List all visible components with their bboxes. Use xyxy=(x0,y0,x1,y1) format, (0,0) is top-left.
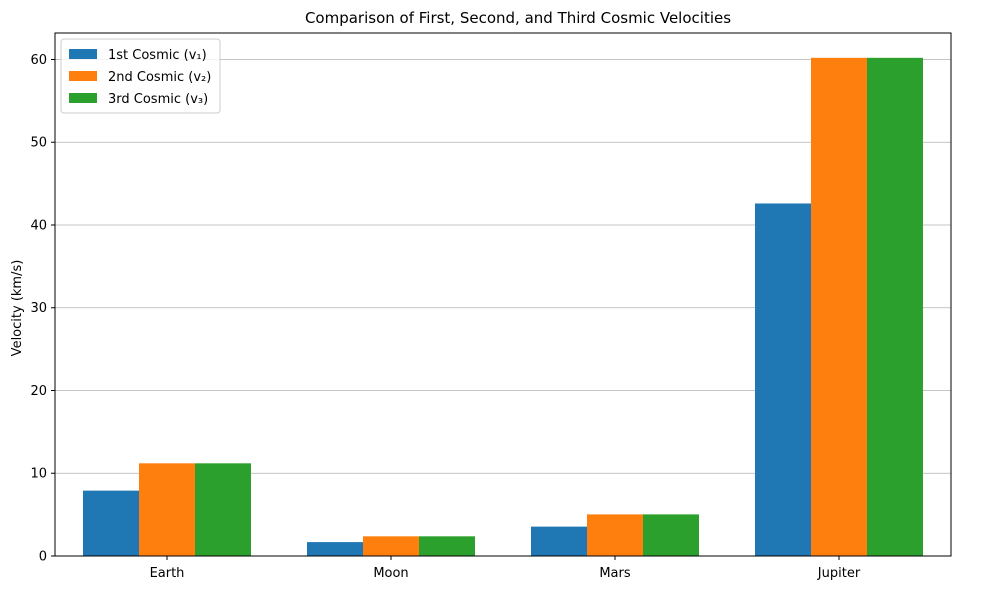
x-tick-label: Jupiter xyxy=(817,566,861,581)
axes: 0 10 20 30 40 50 60 Earth Moon Mars Jupiter xyxy=(30,32,952,581)
bar xyxy=(419,536,475,556)
y-axis-label: Velocity (km/s) xyxy=(10,260,25,357)
y-tick-label: 20 xyxy=(30,384,47,399)
legend-entry: 1st Cosmic (v₁) xyxy=(108,48,207,63)
bar xyxy=(643,514,699,556)
bar xyxy=(195,463,251,556)
chart-title: Comparison of First, Second, and Third C… xyxy=(305,9,731,27)
y-tick-label: 60 xyxy=(30,53,47,68)
bar xyxy=(587,514,643,556)
x-tick-label: Mars xyxy=(599,566,631,581)
legend-entry: 3rd Cosmic (v₃) xyxy=(108,92,208,107)
legend-box xyxy=(60,38,221,114)
legend-entry: 2nd Cosmic (v₂) xyxy=(108,70,211,85)
x-tick-label: Moon xyxy=(373,566,408,581)
bar xyxy=(83,490,139,556)
y-tick-label: 30 xyxy=(30,301,47,316)
legend-swatch xyxy=(69,93,97,103)
y-tick-label: 10 xyxy=(30,467,47,482)
plot-frame xyxy=(54,32,952,557)
bar xyxy=(531,526,587,556)
x-tick-label: Earth xyxy=(150,566,185,581)
bar xyxy=(363,536,419,556)
y-tick-label: 50 xyxy=(30,136,47,151)
y-tick-label: 0 xyxy=(39,550,47,565)
legend-swatch xyxy=(69,49,97,59)
bars xyxy=(83,57,923,557)
legend-swatch xyxy=(69,71,97,81)
bar xyxy=(867,57,923,556)
bar xyxy=(139,463,195,556)
bar xyxy=(755,203,811,557)
legend: 1st Cosmic (v₁) 2nd Cosmic (v₂) 3rd Cosmic… xyxy=(60,38,221,114)
y-tick-label: 40 xyxy=(30,218,47,233)
bar xyxy=(307,542,363,556)
bar xyxy=(811,57,867,556)
